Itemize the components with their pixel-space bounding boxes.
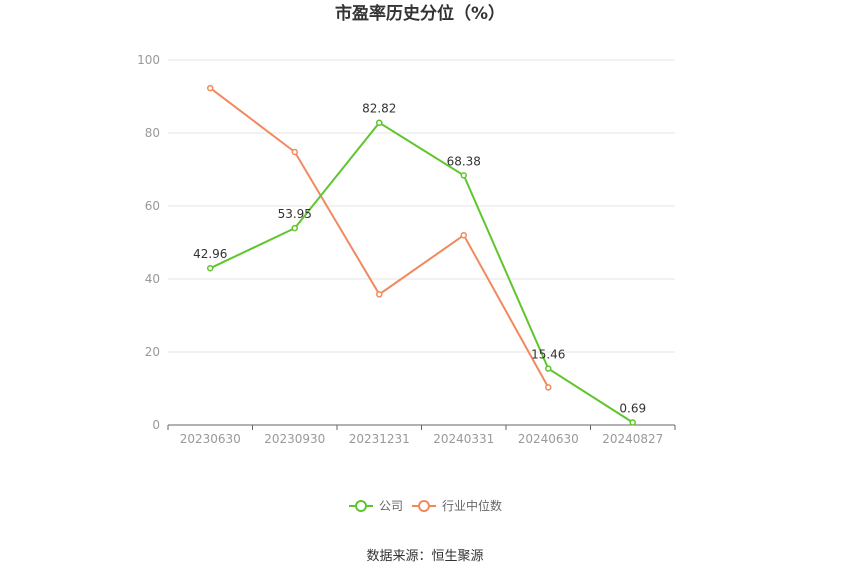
chart-title: 市盈率历史分位（%） (335, 3, 505, 24)
data-source: 数据来源：恒生聚源 (366, 549, 483, 564)
data-labels: 42.96 53.95 82.82 68.38 15.46 0.69 (193, 102, 646, 416)
x-tick-label: 20230630 (180, 432, 241, 446)
series-point-1 (460, 231, 467, 239)
legend-item-label: 行业中位数 (442, 498, 502, 513)
y-tick-label: 20 (145, 345, 160, 359)
data-label: 42.96 (193, 247, 227, 261)
x-tick-label: 20240331 (433, 432, 494, 446)
x-tick-label: 20231231 (349, 432, 410, 446)
y-tick-label: 40 (145, 272, 160, 286)
series-point-0 (460, 172, 467, 179)
legend-swatch-marker (355, 500, 367, 512)
x-tick-label: 20230930 (264, 432, 325, 446)
data-label: 53.95 (278, 207, 312, 221)
x-tick-label: 20240630 (518, 432, 579, 446)
series-point-0 (376, 119, 383, 126)
series-point-1 (376, 291, 383, 298)
y-tick-label: 60 (145, 199, 160, 213)
y-tick-label: 80 (145, 126, 160, 140)
legend-swatch-marker (418, 500, 430, 512)
series (207, 84, 636, 426)
series-point-0 (545, 365, 552, 372)
series-point-1 (207, 84, 214, 92)
grid (168, 59, 675, 353)
y-tick-label: 0 (152, 418, 160, 432)
y-tick-label: 100 (137, 53, 160, 67)
legend[interactable]: 公司 行业中位数 (349, 498, 502, 513)
axes: 0 20 40 60 80 100 20230630 20230930 20231231 2024… (137, 53, 676, 446)
series-point-1 (545, 384, 552, 391)
series-point-0 (207, 264, 214, 272)
legend-item-label: 公司 (379, 499, 403, 513)
data-label: 0.69 (619, 401, 646, 415)
data-label: 68.38 (447, 154, 481, 168)
x-tick-label: 20240827 (602, 432, 663, 446)
data-label: 82.82 (362, 102, 396, 116)
series-point-1 (291, 148, 298, 156)
series-point-0 (291, 224, 298, 232)
series-point-0 (629, 419, 636, 426)
data-label: 15.46 (531, 348, 565, 362)
series-line-0 (209, 121, 634, 424)
